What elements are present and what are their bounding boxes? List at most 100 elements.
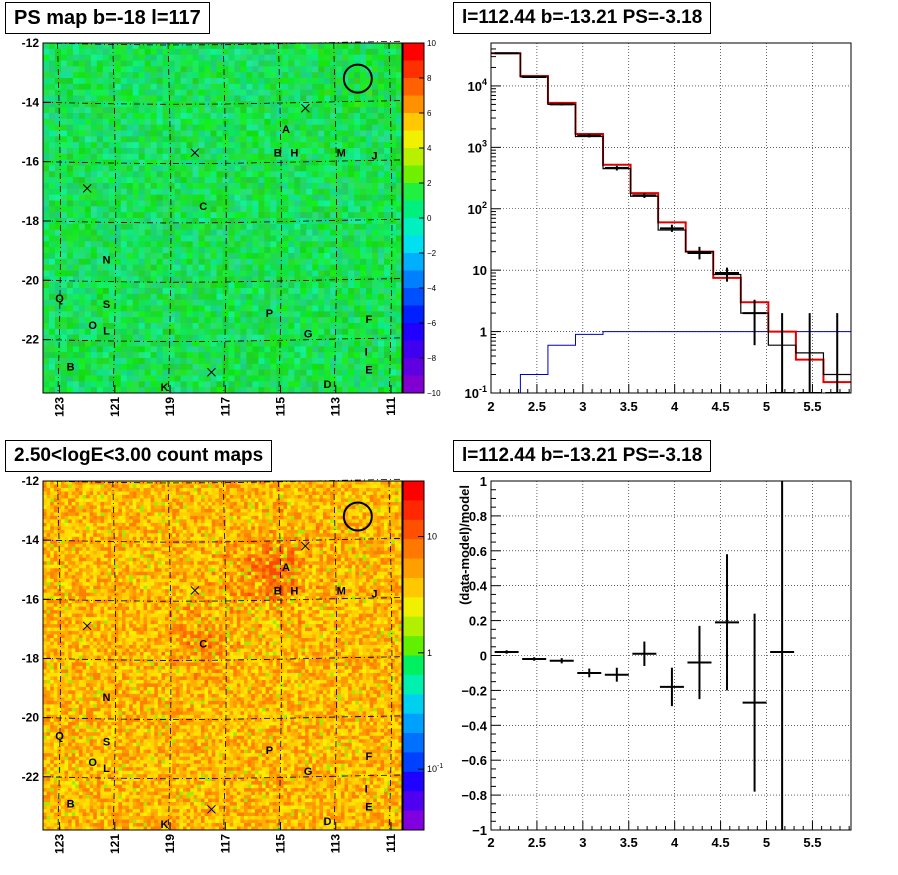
spectrum-plot-area [491, 52, 851, 393]
spectrum-background-model-line [491, 331, 851, 393]
psmap-source-cross [190, 148, 200, 158]
psmap-grid-parallel [42, 218, 403, 224]
countmap-ytick-label: -14 [22, 533, 40, 547]
residual-ytick-label: −0.2 [461, 683, 487, 698]
countmap-source-label: G [304, 766, 313, 778]
residual-xtick-label: 4.5 [712, 835, 730, 850]
spectrum-ytick-label: 10-1 [465, 384, 487, 401]
countmap-source-label: J [371, 588, 377, 600]
countmap-colorbar-segment [403, 674, 424, 695]
spectrum-xtick-label: 5 [763, 399, 770, 414]
countmap-grid-meridian [112, 480, 117, 831]
countmap-colorbar-segment [403, 694, 424, 715]
residual-xtick-label: 3 [579, 835, 586, 850]
spectrum-title: l=112.44 b=-13.21 PS=-3.18 [453, 2, 712, 34]
spectrum-xtick-label: 2.5 [528, 399, 546, 414]
residual-ytick-label: 0.8 [469, 509, 487, 524]
psmap-xtick-label: 123 [53, 397, 67, 417]
countmap-colorbar-segment [403, 481, 424, 501]
countmap-source-label: B [274, 585, 282, 597]
psmap-colorbar-segment [403, 60, 424, 79]
residual-ylabel: (data-model)/model [457, 485, 472, 605]
psmap-colorbar-segment [403, 218, 424, 236]
psmap-colorbar-segment [403, 288, 424, 306]
psmap-source-label: N [103, 255, 111, 267]
countmap-source-cross [300, 541, 310, 551]
psmap-grid-meridian [222, 42, 227, 394]
countmap-ytick-label: -12 [22, 474, 40, 488]
countmap-source-label: A [282, 562, 290, 574]
countmap-colorbar-segment [403, 597, 424, 618]
countmap-source-label: Q [55, 730, 64, 742]
countmap-grid-meridian [222, 480, 227, 831]
countmap-source-cross [207, 804, 216, 814]
countmap-colorbar-segment [403, 558, 424, 579]
psmap-xtick-label: 113 [329, 397, 343, 417]
psmap-grid-meridian [388, 42, 393, 394]
countmap-colorbar-segment [403, 539, 424, 560]
residual-ytick-label: 0.6 [469, 544, 487, 559]
psmap-colorbar-segment [403, 375, 424, 394]
psmap-colorbar-segment [403, 183, 424, 201]
psmap-colorbar-segment [403, 165, 424, 184]
countmap-frame [42, 480, 403, 831]
countmap-roi-circle [342, 501, 373, 532]
psmap-source-label: P [266, 308, 273, 320]
countmap-source-label: C [199, 639, 207, 651]
psmap-source-label: D [323, 379, 331, 391]
residual-xtick-label: 5 [763, 835, 770, 850]
countmap-title: 2.50<logE<3.00 count maps [5, 440, 273, 472]
psmap-source-label: L [103, 326, 110, 338]
countmap-source-label: H [290, 585, 298, 597]
residual-ytick-label: −1 [472, 823, 487, 838]
psmap-source-cross [82, 183, 92, 193]
psmap-xtick-label: 119 [163, 397, 177, 417]
psmap-colorbar-segment [403, 253, 424, 271]
countmap-xtick-label: 113 [329, 834, 343, 854]
countmap-panel: -12 -14 -16 -18 -20 -22 123 121 119 117 115 113 111 A… [22, 474, 444, 854]
countmap-colorbar-segment [403, 752, 424, 773]
psmap-grid-parallel [42, 278, 403, 283]
countmap-xtick-label: 117 [218, 834, 232, 854]
psmap-grid-parallel [42, 337, 403, 342]
countmap-source-label: F [365, 751, 372, 763]
psmap-source-label: S [103, 299, 110, 311]
countmap-cells [43, 481, 402, 830]
psmap-ytick-label: -18 [22, 214, 40, 228]
psmap-colorbar-segment [403, 148, 424, 166]
residual-plot-area [494, 481, 795, 830]
psmap-colorbar-segment [403, 95, 424, 114]
spectrum-frame [490, 42, 852, 394]
psmap-colorbar-segment [403, 113, 424, 131]
spectrum-xtick-label: 5.5 [803, 399, 821, 414]
countmap-colorbar-segment [403, 616, 424, 637]
spectrum-ytick-label: 103 [468, 138, 487, 155]
countmap-source-cross [190, 586, 200, 595]
psmap-colorbar-segment [403, 43, 424, 61]
countmap-colorbar-segment [403, 733, 424, 753]
countmap-source-label: N [103, 692, 111, 704]
psmap-colorbar-label: 2 [427, 179, 432, 188]
countmap-source-label: K [161, 819, 169, 831]
residual-ytick-label: −0.6 [461, 753, 487, 768]
countmap-colorbar-label: 10 [427, 532, 437, 542]
psmap-colorbar-segment [403, 340, 424, 359]
countmap-source-label: O [88, 757, 97, 769]
residual-ytick-label: 0.2 [469, 614, 487, 629]
residual-ytick-label: 0 [480, 649, 487, 664]
psmap-cells [43, 43, 402, 393]
psmap-grid-meridian [112, 42, 117, 394]
psmap-colorbar-segment [403, 130, 424, 149]
spectrum-ytick-label: 104 [468, 77, 487, 94]
spectrum-total-model-line [491, 52, 851, 384]
residual-xtick-label: 4 [671, 835, 679, 850]
psmap-colorbar-label: −6 [427, 319, 437, 328]
psmap-colorbar-label: 4 [427, 144, 432, 153]
countmap-source-label: I [365, 784, 368, 796]
psmap-source-label: K [161, 382, 169, 394]
countmap-source-label: S [103, 736, 110, 748]
spectrum-xtick-label: 3 [579, 399, 586, 414]
countmap-xtick-label: 119 [163, 834, 177, 854]
psmap-ytick-label: -12 [22, 36, 40, 50]
